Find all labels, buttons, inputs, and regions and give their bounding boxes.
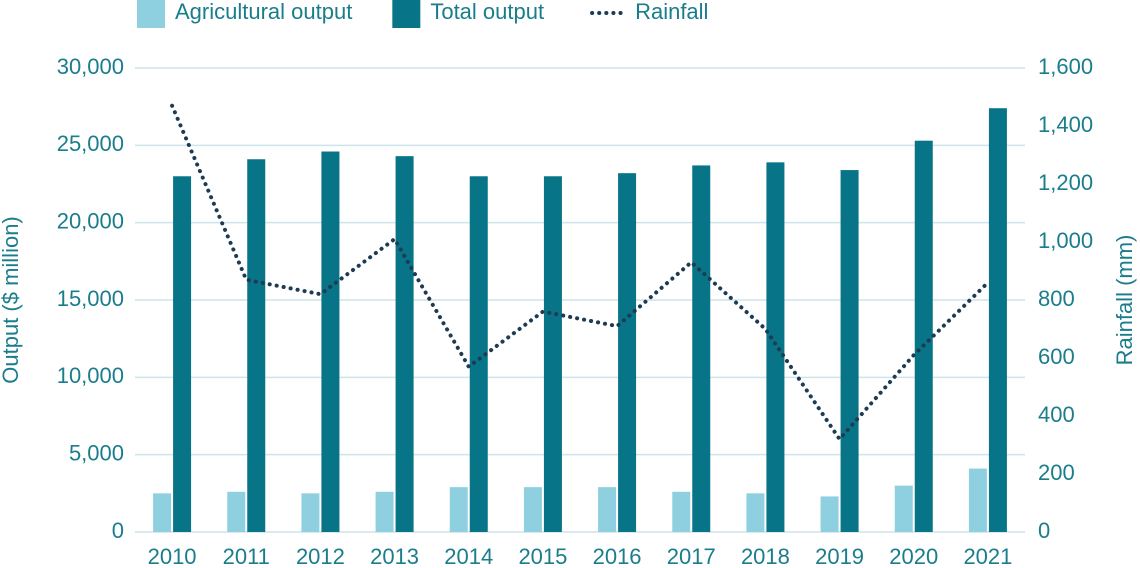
y-tick-label: 10,000: [57, 363, 124, 388]
y-tick-label: 20,000: [57, 208, 124, 233]
y-tick-label: 5,000: [69, 440, 124, 465]
x-tick-label: 2014: [444, 544, 493, 568]
bar: [746, 493, 765, 532]
bar: [173, 176, 192, 532]
y2-tick-label: 1,000: [1038, 228, 1093, 253]
x-tick-label: 2020: [889, 544, 938, 568]
x-tick-label: 2013: [370, 544, 419, 568]
x-tick-label: 2015: [518, 544, 567, 568]
rainfall-line: [170, 103, 990, 443]
x-tick-label: 2018: [741, 544, 790, 568]
bar: [449, 487, 468, 532]
bar: [395, 156, 414, 532]
y-tick-label: 15,000: [57, 286, 124, 311]
legend-swatch: [392, 0, 421, 28]
x-tick-label: 2012: [296, 544, 345, 568]
y2-tick-label: 0: [1038, 518, 1050, 543]
bar: [988, 108, 1007, 533]
bar: [321, 151, 340, 532]
legend-label: Total output: [430, 0, 544, 24]
bar: [692, 165, 711, 532]
x-tick-label: 2019: [815, 544, 864, 568]
y2-tick-label: 200: [1038, 460, 1075, 485]
bar: [301, 493, 320, 532]
y2-tick-label: 1,200: [1038, 170, 1093, 195]
x-tick-label: 2021: [963, 544, 1012, 568]
bar: [523, 487, 542, 532]
y-tick-label: 25,000: [57, 131, 124, 156]
y2-tick-label: 800: [1038, 286, 1075, 311]
legend-label: Agricultural output: [175, 0, 352, 24]
bar: [543, 176, 562, 532]
y2-axis-label: Rainfall (mm): [1112, 235, 1137, 366]
bar: [894, 485, 913, 532]
bar: [840, 170, 859, 532]
bar: [469, 176, 488, 532]
legend-label: Rainfall: [635, 0, 708, 24]
y2-tick-label: 400: [1038, 402, 1075, 427]
y2-tick-label: 1,600: [1038, 54, 1093, 79]
x-tick-label: 2016: [593, 544, 642, 568]
bar: [153, 493, 172, 532]
y-axis-label: Output ($ million): [0, 216, 23, 384]
y2-tick-label: 1,400: [1038, 112, 1093, 137]
y2-tick-label: 600: [1038, 344, 1075, 369]
bar: [618, 173, 637, 532]
x-tick-label: 2010: [148, 544, 197, 568]
bar: [766, 162, 785, 532]
x-tick-label: 2011: [223, 544, 270, 568]
y-tick-label: 0: [112, 518, 124, 543]
bar: [968, 468, 987, 532]
y-tick-label: 30,000: [57, 54, 124, 79]
legend-swatch: [137, 0, 165, 28]
bar: [820, 496, 839, 532]
bar: [914, 140, 933, 532]
bar: [375, 491, 394, 532]
bar: [598, 487, 617, 532]
bar: [227, 491, 246, 532]
bar: [672, 491, 691, 532]
bar: [247, 159, 266, 532]
x-tick-label: 2017: [667, 544, 716, 568]
